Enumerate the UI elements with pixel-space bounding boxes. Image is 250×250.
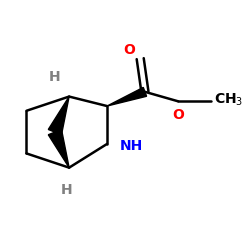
Text: O: O [124, 44, 136, 58]
Text: NH: NH [120, 139, 143, 153]
Polygon shape [48, 130, 69, 168]
Text: H: H [61, 183, 72, 197]
Text: H: H [49, 70, 61, 84]
Polygon shape [48, 96, 69, 135]
Text: CH$_3$: CH$_3$ [214, 92, 243, 108]
Text: O: O [172, 108, 184, 122]
Polygon shape [107, 88, 146, 106]
